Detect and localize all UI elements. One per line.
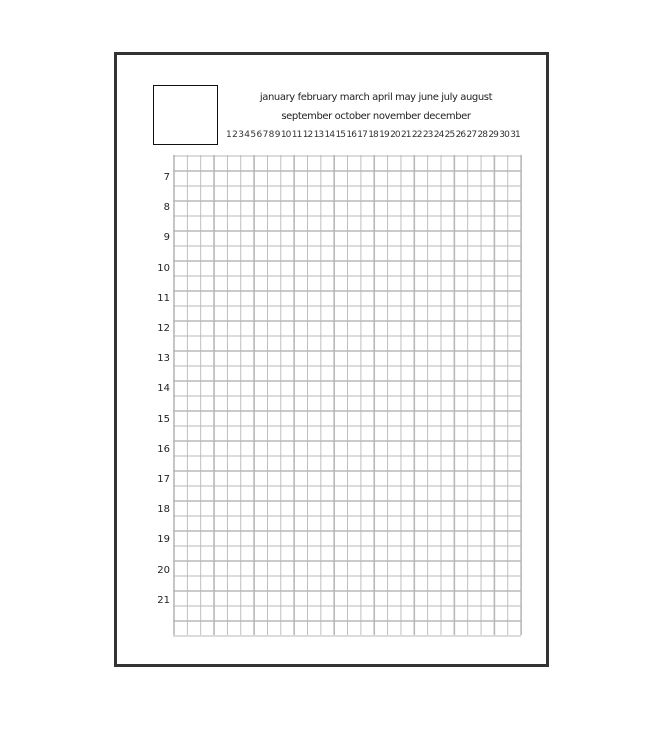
hour-label: 7 (163, 172, 170, 183)
day-number: 6 (256, 130, 262, 140)
hour-label: 9 (163, 232, 170, 244)
day-number: 7 (262, 130, 269, 140)
day-number: 24 (433, 130, 445, 140)
day-number: 1 (226, 130, 232, 140)
day-number: 25 (444, 130, 456, 140)
tracking-grid (173, 155, 522, 637)
blank-box (153, 85, 218, 145)
day-number: 2 (232, 130, 238, 140)
day-number: 14 (324, 130, 336, 140)
hour-label: 11 (157, 292, 170, 304)
day-number: 27 (466, 130, 478, 140)
day-number: 10 (280, 130, 292, 140)
day-number: 17 (357, 130, 368, 140)
day-number: 19 (379, 130, 390, 140)
day-number: 13 (313, 130, 325, 140)
day-number: 18 (368, 130, 379, 140)
hour-label: 20 (157, 564, 170, 576)
day-number: 26 (455, 130, 467, 140)
months-line-2: september october november december (281, 111, 471, 122)
hour-label: 12 (157, 323, 170, 334)
day-number: 15 (335, 130, 346, 140)
hour-label: 14 (157, 383, 170, 395)
day-number: 21 (400, 130, 412, 140)
day-number: 23 (422, 130, 434, 140)
day-number: 12 (302, 130, 314, 140)
day-number: 5 (250, 130, 256, 140)
hour-label: 10 (157, 262, 170, 274)
hour-label: 21 (157, 594, 170, 606)
day-number: 9 (274, 130, 281, 140)
day-number: 16 (346, 130, 357, 140)
day-number: 4 (244, 130, 250, 140)
day-number: 22 (411, 130, 423, 140)
hour-label: 8 (163, 202, 170, 214)
hour-label: 16 (157, 443, 170, 455)
months-line-1: january february march april may june ju… (259, 92, 493, 103)
day-number: 3 (238, 130, 244, 140)
planner-page (114, 52, 549, 667)
hour-label: 18 (157, 504, 170, 516)
hour-label: 19 (157, 534, 170, 546)
day-number: 29 (488, 130, 499, 140)
day-number: 30 (499, 130, 510, 140)
day-number: 20 (390, 130, 401, 140)
day-number: 31 (510, 130, 521, 140)
hour-label: 13 (157, 353, 170, 365)
day-numbers: 1 2 3 4 5 6 7 8 9 10 11 12 13 14 15 16 17 18 19 20 21 22 23 24 2… (226, 130, 521, 140)
day-number: 11 (291, 130, 303, 140)
hour-label: 15 (157, 413, 170, 425)
hour-label: 17 (157, 474, 170, 485)
day-number: 8 (268, 130, 275, 140)
day-number: 28 (477, 130, 488, 140)
